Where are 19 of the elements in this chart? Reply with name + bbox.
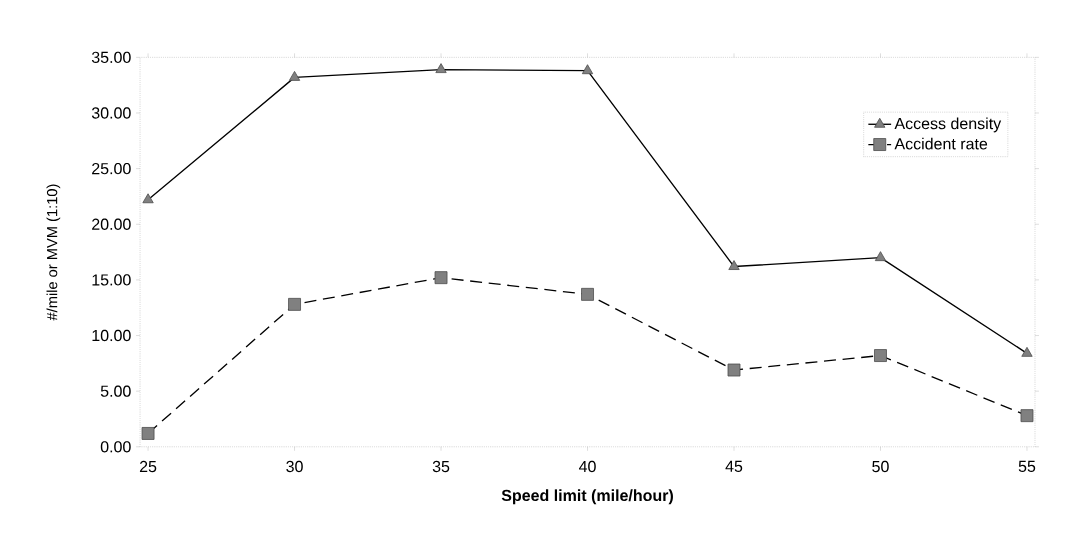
x-tick-label: 30: [286, 460, 303, 473]
x-tick-label: 45: [725, 460, 743, 473]
y-tick-label: 10.00: [92, 329, 131, 342]
x-tick-label: 55: [1018, 460, 1036, 473]
y-tick-label: 5.00: [100, 385, 131, 397]
legend-label: Accident rate: [894, 137, 988, 150]
y-tick-label: 35.00: [91, 51, 131, 64]
y-tick-label: 20.00: [92, 218, 131, 230]
x-tick-label: 50: [872, 460, 889, 473]
legend-label: Access density: [894, 117, 1002, 133]
y-axis-title: #/mile or MVM (1:10): [46, 184, 61, 321]
y-tick-label: 30.00: [91, 107, 131, 119]
y-tick-label: 25.00: [92, 163, 131, 175]
x-axis-title: Speed limit (mile/hour): [501, 489, 673, 505]
x-tick-label: 40: [578, 460, 596, 473]
y-tick-label: 0.00: [100, 441, 131, 453]
x-tick-label: 35: [432, 460, 450, 473]
x-tick-label: 25: [139, 460, 157, 473]
y-tick-label: 15.00: [92, 274, 131, 286]
